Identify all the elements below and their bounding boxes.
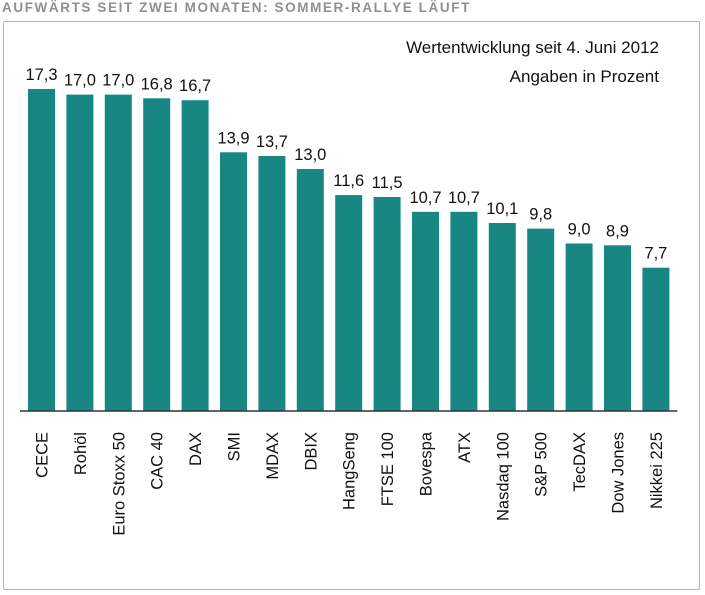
category-label: S&P 500 xyxy=(533,432,551,497)
bar xyxy=(527,228,555,411)
value-label: 13,0 xyxy=(294,146,326,164)
bar xyxy=(642,267,670,411)
chart-subtitle-line-1: Wertentwicklung seit 4. Juni 2012 xyxy=(406,38,659,57)
category-label: FTSE 100 xyxy=(379,432,397,506)
bar xyxy=(28,89,55,411)
bar xyxy=(373,197,401,411)
bar xyxy=(181,100,209,411)
bar xyxy=(143,98,171,412)
category-label: TecDAX xyxy=(571,432,589,492)
bar xyxy=(104,94,132,411)
value-label: 11,6 xyxy=(333,172,364,190)
category-label: DAX xyxy=(187,432,205,466)
category-label: ATX xyxy=(456,432,474,463)
category-label: Rohöl xyxy=(72,432,90,475)
bar xyxy=(488,223,516,411)
category-label: Nasdaq 100 xyxy=(494,432,512,521)
bar xyxy=(66,94,94,411)
category-label: Bovespa xyxy=(418,431,436,496)
bar xyxy=(335,195,363,411)
value-label: 16,7 xyxy=(179,77,211,95)
value-label: 17,3 xyxy=(25,66,57,84)
value-label: 13,9 xyxy=(217,129,249,147)
category-label: SMI xyxy=(226,432,244,461)
value-label: 10,1 xyxy=(486,200,518,218)
value-label: 10,7 xyxy=(409,189,441,207)
value-label: 9,8 xyxy=(529,206,552,224)
value-label: 13,7 xyxy=(256,133,288,151)
bar xyxy=(296,169,324,411)
bar xyxy=(412,211,439,411)
bars-group xyxy=(28,89,670,412)
category-label: CECE xyxy=(34,432,52,478)
category-labels-group: CECE Rohöl Euro Stoxx 50 CAC 40 DAX SMI MDAX DB… xyxy=(34,431,666,535)
bar xyxy=(565,243,593,411)
category-label: MDAX xyxy=(264,432,282,480)
bar xyxy=(220,152,247,412)
category-label: CAC 40 xyxy=(149,432,167,490)
chart-frame xyxy=(3,21,700,590)
chart-headline: AUFWÄRTS SEIT ZWEI MONATEN: SOMMER-RALLY… xyxy=(2,0,471,15)
category-label: Euro Stoxx 50 xyxy=(110,432,128,536)
bar xyxy=(258,156,286,411)
value-label: 8,9 xyxy=(606,222,629,240)
value-label: 17,0 xyxy=(102,72,134,90)
category-label: DBIX xyxy=(302,432,320,471)
chart-subtitle-line-2: Angaben in Prozent xyxy=(510,67,660,86)
bar xyxy=(604,245,631,411)
category-label: HangSeng xyxy=(341,432,359,510)
category-label: Dow Jones xyxy=(610,432,628,514)
bar xyxy=(450,211,478,411)
value-label: 11,5 xyxy=(372,174,403,192)
value-label: 16,8 xyxy=(141,75,173,93)
category-label: Nikkei 225 xyxy=(648,432,666,509)
value-label: 10,7 xyxy=(448,189,480,207)
value-label: 9,0 xyxy=(568,221,591,239)
value-label: 7,7 xyxy=(644,245,667,263)
value-label: 17,0 xyxy=(64,72,96,90)
value-labels-group: 17,3 17,0 17,0 16,8 16,7 13,9 13,7 13,0 11,6 11,5… xyxy=(25,66,667,263)
